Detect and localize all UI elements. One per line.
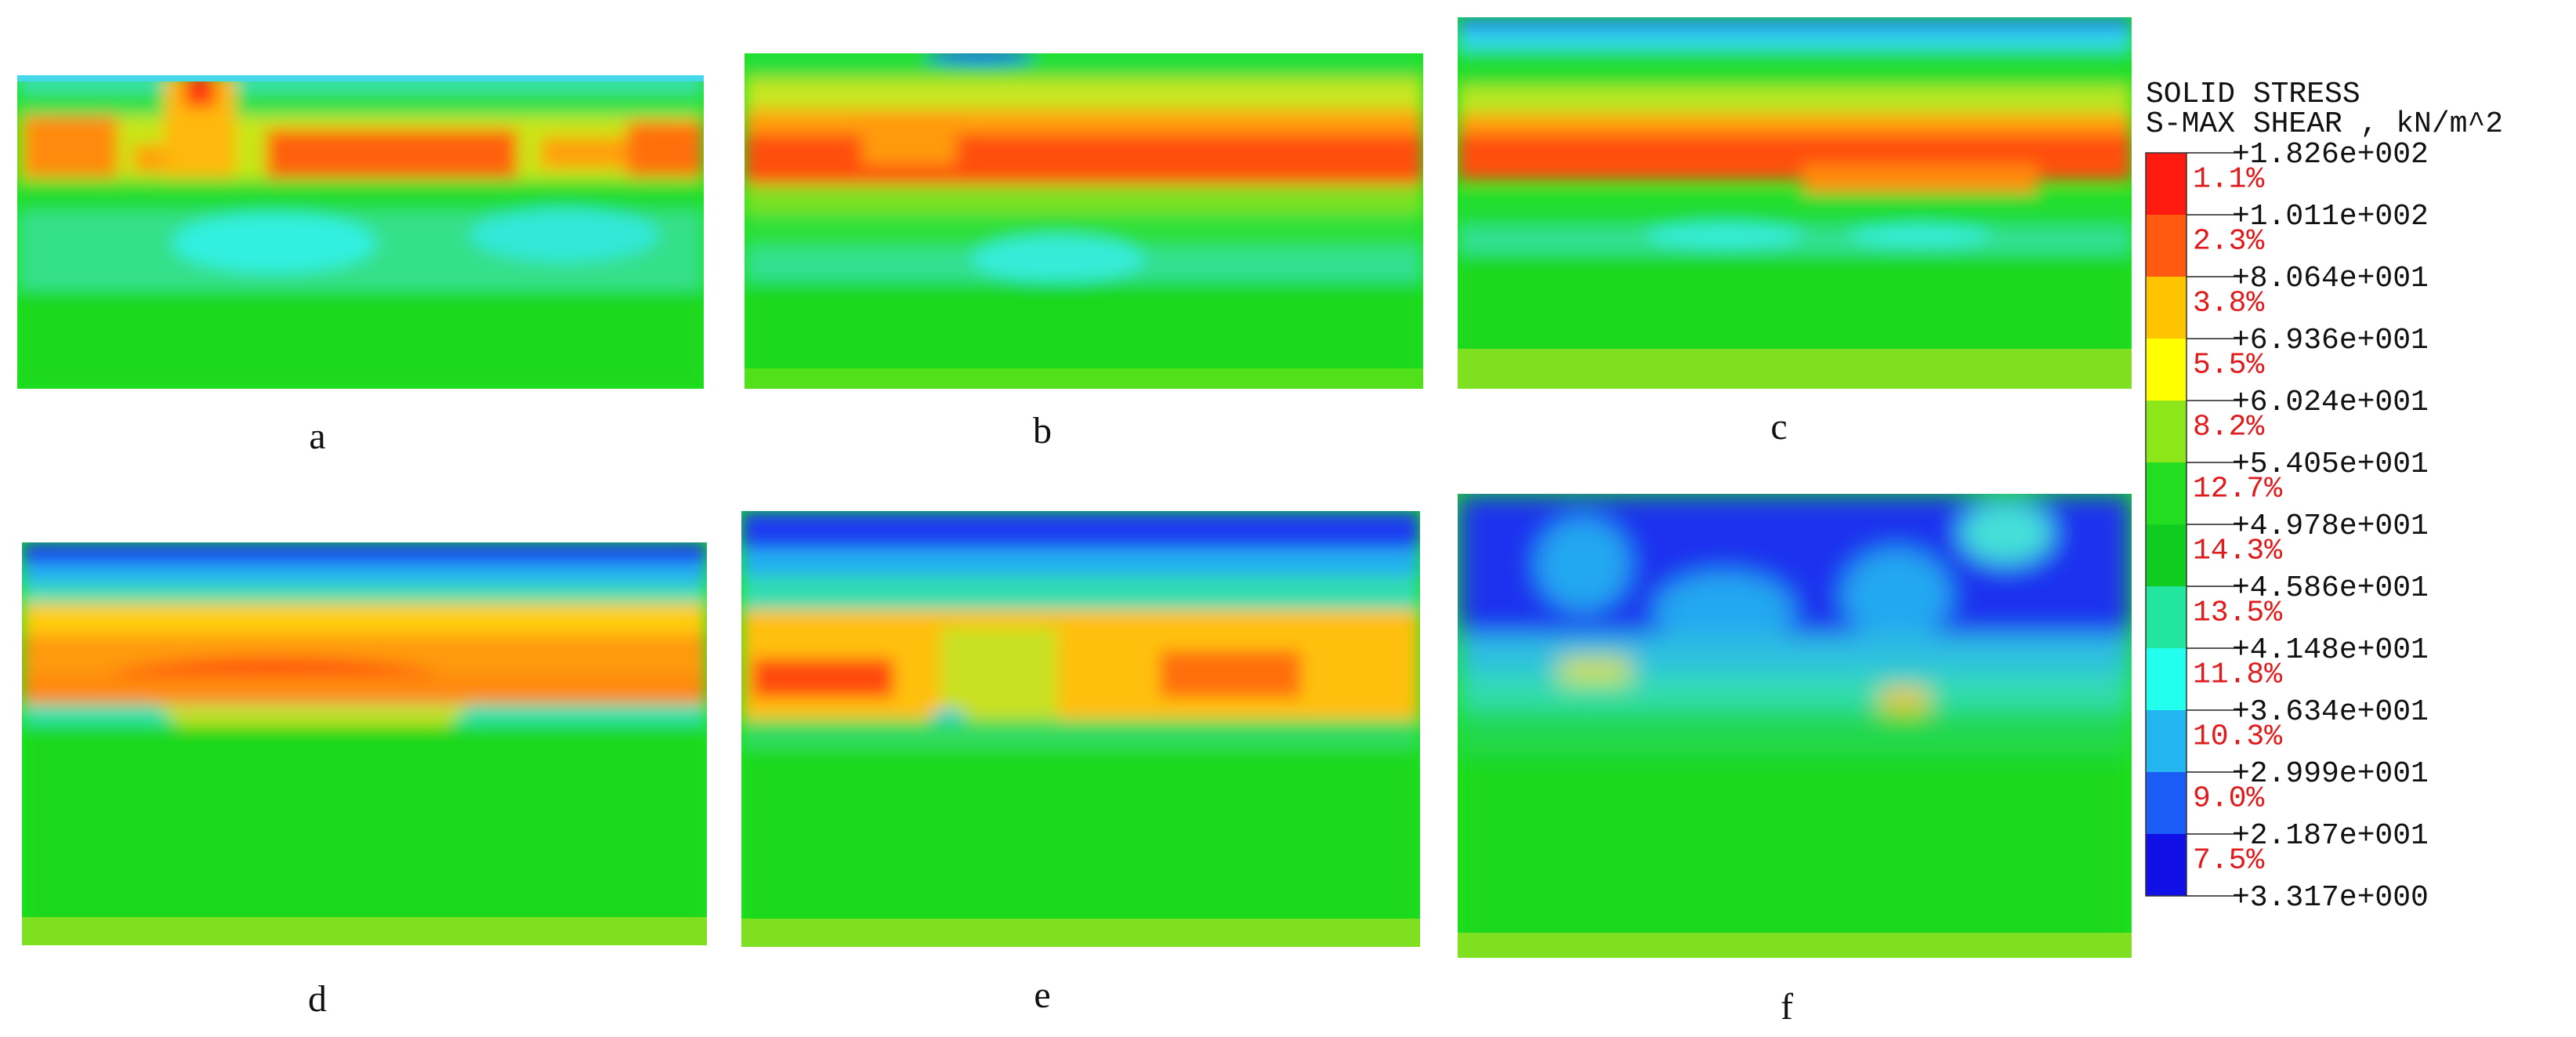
legend-boundary-value: +4.148e+001 — [2232, 633, 2429, 667]
panel-label-a: a — [309, 415, 325, 457]
legend-percent: 7.5% — [2193, 843, 2264, 877]
legend-percent: 10.3% — [2193, 720, 2282, 753]
legend-percent: 8.2% — [2193, 410, 2264, 444]
legend-boundary-value: +1.826e+002 — [2232, 138, 2429, 172]
legend-percent: 3.8% — [2193, 286, 2264, 320]
legend: SOLID STRESS S-MAX SHEAR , kN/m^2 1.1% 2.… — [2145, 78, 2503, 915]
legend-percent: 12.7% — [2193, 472, 2282, 506]
legend-color-bar — [2145, 152, 2187, 897]
legend-percent: 2.3% — [2193, 224, 2264, 258]
panel-b — [745, 53, 1423, 389]
legend-percent: 1.1% — [2193, 162, 2264, 196]
legend-title-line2: S-MAX SHEAR , kN/m^2 — [2146, 107, 2503, 141]
legend-swatch — [2146, 710, 2187, 773]
legend-swatch — [2146, 277, 2187, 339]
legend-swatch — [2146, 524, 2187, 587]
legend-boundary-value: +5.405e+001 — [2232, 448, 2429, 481]
legend-swatch — [2146, 401, 2187, 463]
panel-e — [741, 511, 1420, 947]
legend-percent-labels: 1.1% 2.3% 3.8% 5.5% 8.2% 12.7% 14.3% 13.5% 11.8%… — [2193, 162, 2282, 877]
legend-swatch — [2146, 772, 2187, 835]
legend-percent: 13.5% — [2193, 596, 2282, 629]
panel-label-e: e — [1034, 974, 1050, 1016]
legend-swatch — [2146, 153, 2187, 216]
legend-swatch — [2146, 462, 2187, 525]
legend-percent: 5.5% — [2193, 348, 2264, 382]
legend-swatch — [2146, 586, 2187, 649]
panel-label-d: d — [308, 978, 327, 1020]
legend-boundary-value: +3.634e+001 — [2232, 695, 2429, 729]
legend-boundary-value: +2.999e+001 — [2232, 757, 2429, 791]
legend-swatch — [2146, 339, 2187, 401]
legend-swatch — [2146, 834, 2187, 897]
panel-f — [1458, 494, 2132, 958]
panel-c — [1458, 17, 2132, 389]
legend-boundary-labels: +1.826e+002 +1.011e+002 +8.064e+001 +6.936e… — [2232, 138, 2429, 915]
legend-boundary-value: +4.978e+001 — [2232, 509, 2429, 543]
panel-a — [17, 75, 704, 389]
panel-label-f: f — [1781, 986, 1793, 1028]
panel-d — [22, 542, 707, 945]
legend-boundary-value: +8.064e+001 — [2232, 262, 2429, 296]
legend-boundary-value: +1.011e+002 — [2232, 200, 2429, 234]
legend-percent: 14.3% — [2193, 534, 2282, 567]
legend-boundary-value: +6.936e+001 — [2232, 324, 2429, 357]
legend-boundary-value: +2.187e+001 — [2232, 819, 2429, 853]
panel-label-b: b — [1033, 410, 1052, 451]
legend-boundary-value: +3.317e+000 — [2232, 881, 2429, 915]
legend-title-line1: SOLID STRESS — [2146, 78, 2360, 111]
legend-percent: 11.8% — [2193, 658, 2282, 691]
panel-label-c: c — [1770, 406, 1787, 448]
legend-swatch — [2146, 648, 2187, 711]
legend-boundary-value: +6.024e+001 — [2232, 386, 2429, 419]
legend-tick-lines — [2187, 152, 2243, 897]
legend-percent: 9.0% — [2193, 781, 2264, 815]
legend-swatch — [2146, 215, 2187, 277]
legend-boundary-value: +4.586e+001 — [2232, 571, 2429, 605]
